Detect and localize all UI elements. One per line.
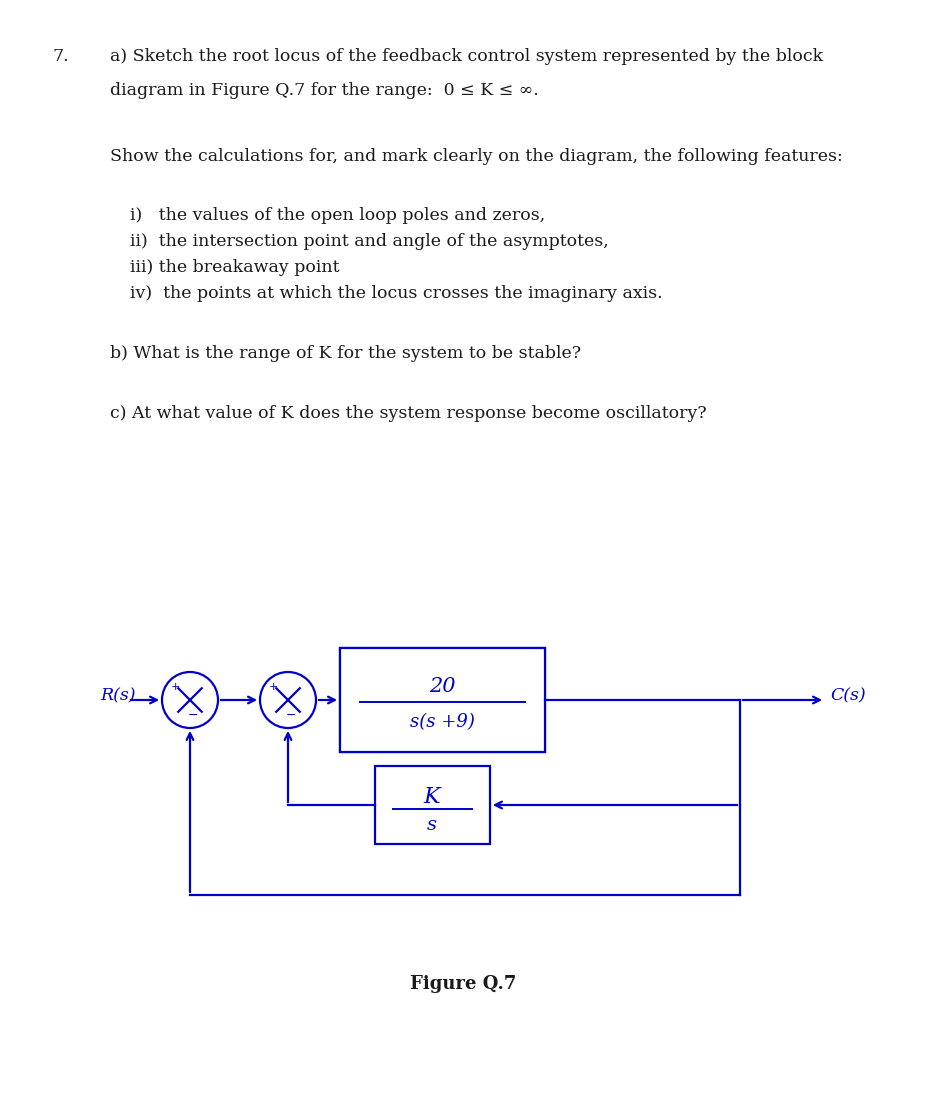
- Text: K: K: [424, 786, 440, 808]
- Text: 7.: 7.: [52, 47, 69, 65]
- Text: C(s): C(s): [830, 687, 866, 704]
- Text: c) At what value of ​K​ does the system response become oscillatory?: c) At what value of ​K​ does the system …: [110, 405, 707, 422]
- Text: +: +: [269, 682, 278, 692]
- Text: 20: 20: [429, 678, 456, 697]
- Text: +: +: [170, 682, 181, 692]
- Text: −: −: [285, 709, 296, 722]
- Text: iii) the breakaway point: iii) the breakaway point: [130, 259, 340, 276]
- Text: b) What is the range of ​K​ for the system to be stable?: b) What is the range of ​K​ for the syst…: [110, 344, 581, 362]
- Text: s: s: [427, 816, 437, 834]
- FancyBboxPatch shape: [340, 648, 545, 752]
- Text: R(s): R(s): [100, 687, 135, 704]
- Text: s(s +9): s(s +9): [409, 713, 474, 731]
- Text: ii)  the intersection point and angle of the asymptotes,: ii) the intersection point and angle of …: [130, 233, 608, 250]
- Text: Show the calculations for, and mark clearly on the diagram, the following featur: Show the calculations for, and mark clea…: [110, 148, 843, 164]
- Text: Figure Q.7: Figure Q.7: [410, 975, 516, 992]
- Text: diagram in Figure Q.7 for the range:  0 ≤ K ≤ ∞.: diagram in Figure Q.7 for the range: 0 ≤…: [110, 82, 539, 99]
- Text: a) Sketch the root locus of the feedback control system represented by the block: a) Sketch the root locus of the feedback…: [110, 47, 823, 65]
- Text: i)   the values of the open loop poles and zeros,: i) the values of the open loop poles and…: [130, 208, 545, 224]
- Bar: [375, 766, 490, 843]
- Bar: [340, 648, 545, 752]
- Text: iv)  the points at which the locus crosses the imaginary axis.: iv) the points at which the locus crosse…: [130, 285, 663, 302]
- Text: −: −: [188, 709, 198, 722]
